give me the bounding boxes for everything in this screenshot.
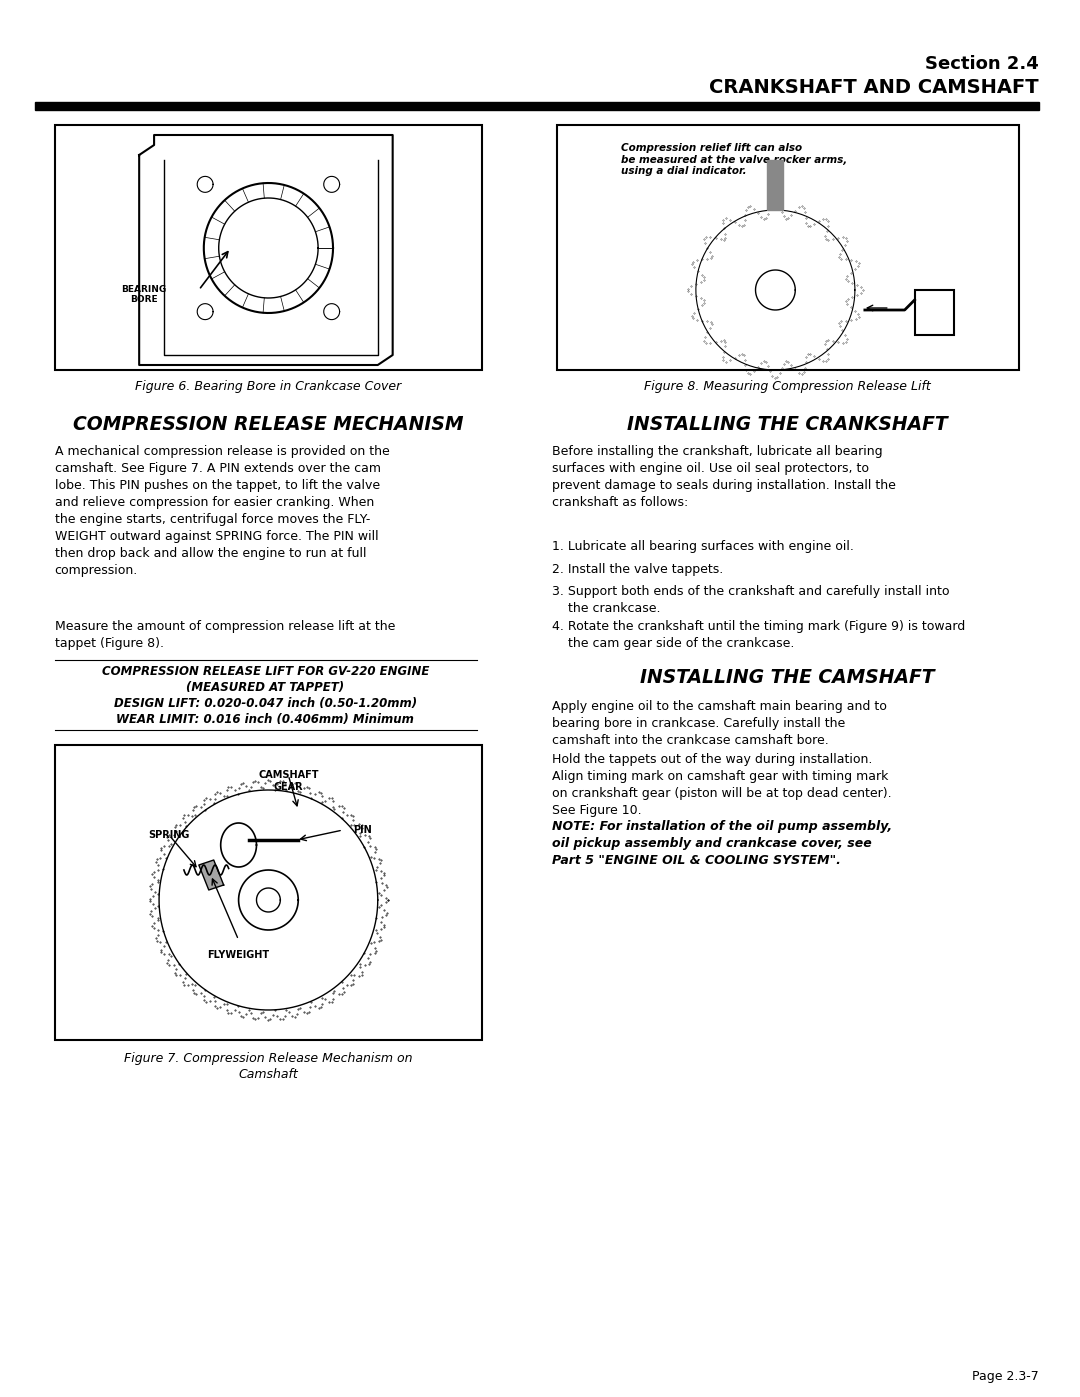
Text: DESIGN LIFT: 0.020-0.047 inch (0.50-1.20mm): DESIGN LIFT: 0.020-0.047 inch (0.50-1.20… <box>113 697 417 710</box>
Text: CRANKSHAFT AND CAMSHAFT: CRANKSHAFT AND CAMSHAFT <box>710 78 1039 96</box>
Text: Figure 8. Measuring Compression Release Lift: Figure 8. Measuring Compression Release … <box>644 380 931 393</box>
Text: 4. Rotate the crankshaft until the timing mark (Figure 9) is toward
    the cam : 4. Rotate the crankshaft until the timin… <box>552 620 964 650</box>
Text: 2. Install the valve tappets.: 2. Install the valve tappets. <box>552 563 723 576</box>
Text: INSTALLING THE CRANKSHAFT: INSTALLING THE CRANKSHAFT <box>627 415 947 434</box>
Text: BEARING
BORE: BEARING BORE <box>122 285 166 305</box>
Text: Apply engine oil to the camshaft main bearing and to
bearing bore in crankcase. : Apply engine oil to the camshaft main be… <box>552 700 887 747</box>
Text: Camshaft: Camshaft <box>239 1067 298 1081</box>
Text: Hold the tappets out of the way during installation.
Align timing mark on camsha: Hold the tappets out of the way during i… <box>552 753 891 817</box>
Text: Page 2.3-7: Page 2.3-7 <box>972 1370 1039 1383</box>
Text: NOTE: For installation of the oil pump assembly,
oil pickup assembly and crankca: NOTE: For installation of the oil pump a… <box>552 820 892 868</box>
Bar <box>55 124 482 370</box>
Bar <box>55 745 482 1039</box>
Text: FLYWEIGHT: FLYWEIGHT <box>207 950 270 960</box>
Text: (MEASURED AT TAPPET): (MEASURED AT TAPPET) <box>187 680 345 694</box>
Bar <box>768 161 783 210</box>
Text: CAMSHAFT
GEAR: CAMSHAFT GEAR <box>258 770 319 792</box>
Text: SPRING: SPRING <box>148 830 190 840</box>
Text: WEAR LIMIT: 0.016 inch (0.406mm) Minimum: WEAR LIMIT: 0.016 inch (0.406mm) Minimum <box>117 712 415 726</box>
Text: Compression relief lift can also
be measured at the valve rocker arms,
using a d: Compression relief lift can also be meas… <box>621 142 848 176</box>
Text: Measure the amount of compression release lift at the
tappet (Figure 8).: Measure the amount of compression releas… <box>55 620 395 650</box>
Text: Figure 6. Bearing Bore in Crankcase Cover: Figure 6. Bearing Bore in Crankcase Cove… <box>135 380 402 393</box>
Text: 1. Lubricate all bearing surfaces with engine oil.: 1. Lubricate all bearing surfaces with e… <box>552 541 853 553</box>
Text: Figure 7. Compression Release Mechanism on: Figure 7. Compression Release Mechanism … <box>124 1052 413 1065</box>
Text: COMPRESSION RELEASE LIFT FOR GV-220 ENGINE: COMPRESSION RELEASE LIFT FOR GV-220 ENGI… <box>102 665 429 678</box>
Text: PIN: PIN <box>353 826 372 835</box>
Text: COMPRESSION RELEASE MECHANISM: COMPRESSION RELEASE MECHANISM <box>73 415 463 434</box>
Polygon shape <box>199 861 224 890</box>
Text: Section 2.4: Section 2.4 <box>926 54 1039 73</box>
Bar <box>915 291 955 335</box>
Bar <box>35 102 1039 110</box>
Text: 3. Support both ends of the crankshaft and carefully install into
    the crankc: 3. Support both ends of the crankshaft a… <box>552 585 949 615</box>
Bar <box>556 124 1018 370</box>
Text: INSTALLING THE CAMSHAFT: INSTALLING THE CAMSHAFT <box>640 668 934 687</box>
Text: A mechanical compression release is provided on the
camshaft. See Figure 7. A PI: A mechanical compression release is prov… <box>55 446 390 577</box>
Text: Before installing the crankshaft, lubricate all bearing
surfaces with engine oil: Before installing the crankshaft, lubric… <box>552 446 895 509</box>
